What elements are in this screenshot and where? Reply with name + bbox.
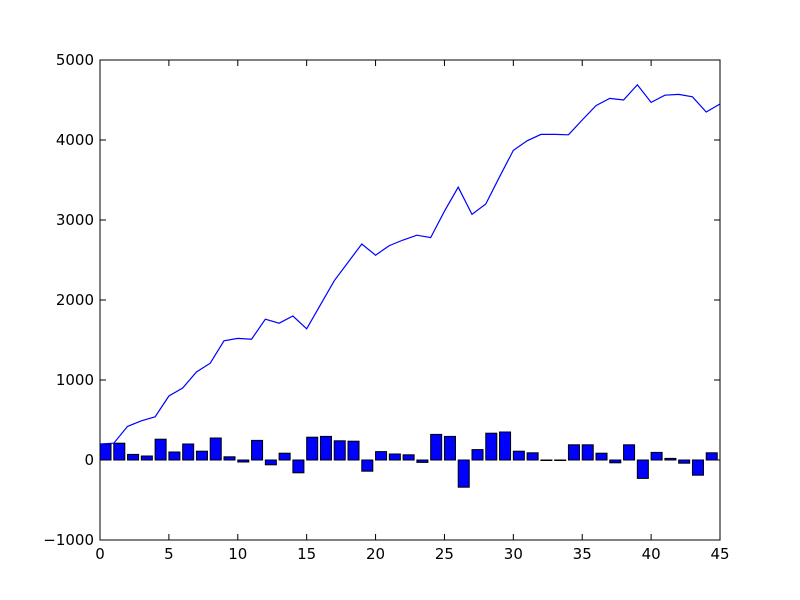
bar <box>251 439 264 461</box>
bar <box>595 452 608 461</box>
bar <box>209 437 222 461</box>
y-tick-label: 2000 <box>56 291 94 309</box>
x-tick-label: 35 <box>573 545 592 563</box>
bar <box>375 451 388 461</box>
bar <box>636 459 649 479</box>
bar <box>664 457 677 461</box>
y-tick-label: 0 <box>84 451 94 469</box>
bar <box>154 438 167 461</box>
bar <box>443 435 456 461</box>
bar <box>609 459 622 464</box>
bar <box>333 440 346 461</box>
bar <box>540 459 553 461</box>
bar <box>678 459 691 464</box>
bar <box>99 443 112 461</box>
x-tick-label: 25 <box>435 545 454 563</box>
bar <box>278 452 291 461</box>
bar <box>195 450 208 461</box>
bar <box>485 432 498 461</box>
bar <box>182 443 195 461</box>
x-tick-label: 5 <box>164 545 174 563</box>
y-tick-label: 4000 <box>56 131 94 149</box>
x-tick-label: 10 <box>228 545 247 563</box>
x-tick-label: 40 <box>642 545 661 563</box>
x-axis: 0 5 10 15 20 25 30 35 40 45 <box>95 60 730 563</box>
x-tick-label: 30 <box>504 545 523 563</box>
bar <box>471 449 484 461</box>
y-tick-label: −1000 <box>43 531 94 549</box>
plot-background <box>100 60 720 540</box>
bar <box>361 459 374 472</box>
bar <box>402 454 415 461</box>
bar <box>499 431 512 461</box>
bar <box>113 442 126 461</box>
bar <box>237 459 250 463</box>
bar <box>526 452 539 461</box>
x-tick-label: 15 <box>297 545 316 563</box>
bar <box>264 459 277 466</box>
y-tick-label: 3000 <box>56 211 94 229</box>
bar <box>430 433 443 461</box>
y-tick-label: 5000 <box>56 51 94 69</box>
bar <box>168 451 181 461</box>
bar <box>650 451 663 461</box>
y-axis: −1000 0 1000 2000 3000 4000 5000 <box>43 51 720 549</box>
bar <box>512 450 525 461</box>
x-tick-label: 20 <box>366 545 385 563</box>
bar-series <box>99 431 718 488</box>
y-tick-label: 1000 <box>56 371 94 389</box>
bar <box>140 455 153 461</box>
line-series <box>99 83 721 445</box>
bar <box>691 459 704 476</box>
bar <box>127 453 140 461</box>
bar <box>581 444 594 461</box>
bar <box>223 456 236 461</box>
x-tick-label: 45 <box>710 545 729 563</box>
bar <box>554 459 567 461</box>
bar <box>623 444 636 461</box>
bar <box>347 440 360 461</box>
bar <box>457 459 470 488</box>
bar <box>705 452 718 461</box>
bar <box>416 459 429 463</box>
bar <box>567 444 580 461</box>
bar <box>388 453 401 461</box>
bar <box>292 459 305 474</box>
bar <box>319 435 332 461</box>
bar <box>306 436 319 461</box>
x-tick-label: 0 <box>95 545 105 563</box>
